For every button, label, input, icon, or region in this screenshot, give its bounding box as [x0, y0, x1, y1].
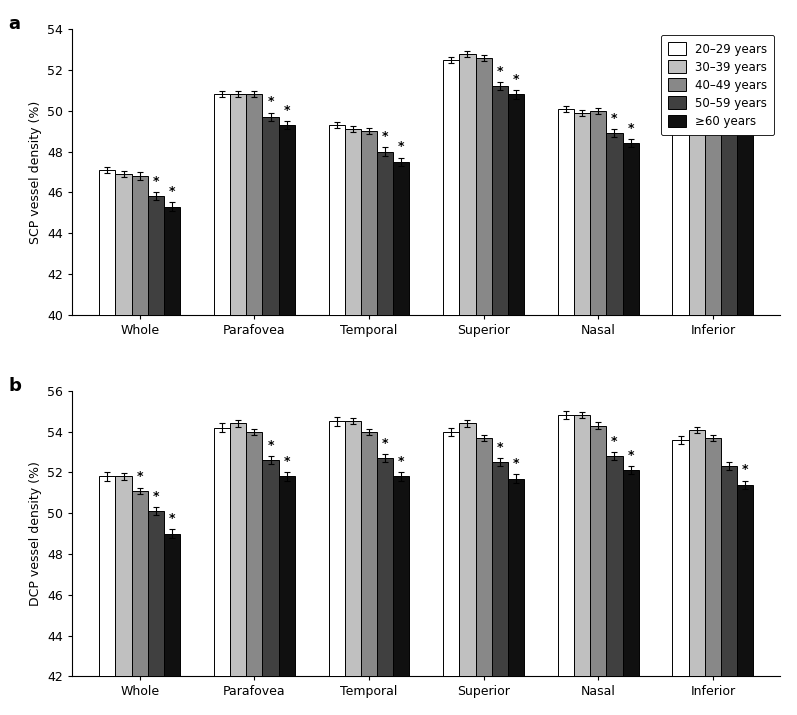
Text: a: a — [9, 15, 21, 33]
Bar — [328, 125, 344, 315]
Bar — [100, 476, 116, 676]
Y-axis label: SCP vessel density (%): SCP vessel density (%) — [29, 100, 41, 244]
Bar — [443, 432, 459, 676]
Bar — [361, 131, 377, 315]
Text: *: * — [382, 437, 388, 450]
Text: *: * — [153, 175, 159, 188]
Bar — [673, 72, 689, 315]
Bar — [492, 87, 508, 315]
Text: b: b — [9, 377, 22, 395]
Text: *: * — [382, 130, 388, 143]
Text: *: * — [742, 463, 748, 476]
Bar — [607, 133, 622, 315]
Bar — [344, 129, 361, 315]
Bar — [279, 125, 295, 315]
Bar — [705, 70, 721, 315]
Bar — [508, 478, 524, 676]
Bar — [132, 176, 147, 315]
Bar — [492, 462, 508, 676]
Bar — [214, 94, 230, 315]
Y-axis label: DCP vessel density (%): DCP vessel density (%) — [29, 461, 41, 606]
Bar — [230, 94, 246, 315]
Bar — [721, 466, 737, 676]
Text: *: * — [284, 455, 290, 468]
Bar — [673, 440, 689, 676]
Bar — [443, 60, 459, 315]
Text: *: * — [284, 104, 290, 117]
Bar — [705, 438, 721, 676]
Bar — [622, 144, 638, 315]
Text: *: * — [512, 457, 519, 470]
Text: *: * — [136, 470, 143, 483]
Text: *: * — [169, 185, 175, 198]
Bar — [393, 476, 410, 676]
Bar — [558, 109, 574, 315]
Bar — [100, 170, 116, 315]
Bar — [622, 470, 638, 676]
Text: *: * — [497, 441, 503, 454]
Text: *: * — [398, 140, 405, 153]
Text: *: * — [627, 449, 634, 462]
Text: *: * — [512, 73, 519, 86]
Bar — [279, 476, 295, 676]
Bar — [689, 430, 705, 676]
Bar — [476, 438, 492, 676]
Bar — [377, 152, 393, 315]
Legend: 20–29 years, 30–39 years, 40–49 years, 50–59 years, ≥60 years: 20–29 years, 30–39 years, 40–49 years, 5… — [661, 35, 775, 135]
Text: *: * — [726, 79, 732, 92]
Bar — [590, 111, 607, 315]
Bar — [214, 428, 230, 676]
Text: *: * — [611, 112, 618, 125]
Text: *: * — [169, 512, 175, 526]
Bar — [721, 101, 737, 315]
Text: *: * — [627, 122, 634, 135]
Bar — [246, 94, 262, 315]
Bar — [164, 533, 180, 676]
Bar — [508, 94, 524, 315]
Bar — [737, 485, 753, 676]
Bar — [574, 415, 590, 676]
Text: *: * — [611, 435, 618, 448]
Bar — [116, 174, 132, 315]
Text: *: * — [267, 96, 273, 109]
Bar — [164, 207, 180, 315]
Bar — [230, 423, 246, 676]
Text: *: * — [153, 490, 159, 503]
Bar — [607, 456, 622, 676]
Bar — [558, 415, 574, 676]
Bar — [574, 113, 590, 315]
Bar — [737, 109, 753, 315]
Bar — [328, 421, 344, 676]
Text: *: * — [398, 455, 405, 468]
Text: *: * — [267, 439, 273, 452]
Bar — [246, 432, 262, 676]
Bar — [132, 490, 147, 676]
Text: *: * — [742, 87, 748, 100]
Bar — [116, 476, 132, 676]
Bar — [459, 54, 476, 315]
Bar — [590, 425, 607, 676]
Bar — [262, 117, 279, 315]
Bar — [393, 162, 410, 315]
Bar — [147, 197, 164, 315]
Bar — [147, 511, 164, 676]
Bar — [476, 58, 492, 315]
Bar — [689, 72, 705, 315]
Bar — [459, 423, 476, 676]
Bar — [377, 458, 393, 676]
Text: *: * — [497, 65, 503, 78]
Bar — [344, 421, 361, 676]
Bar — [262, 460, 279, 676]
Bar — [361, 432, 377, 676]
